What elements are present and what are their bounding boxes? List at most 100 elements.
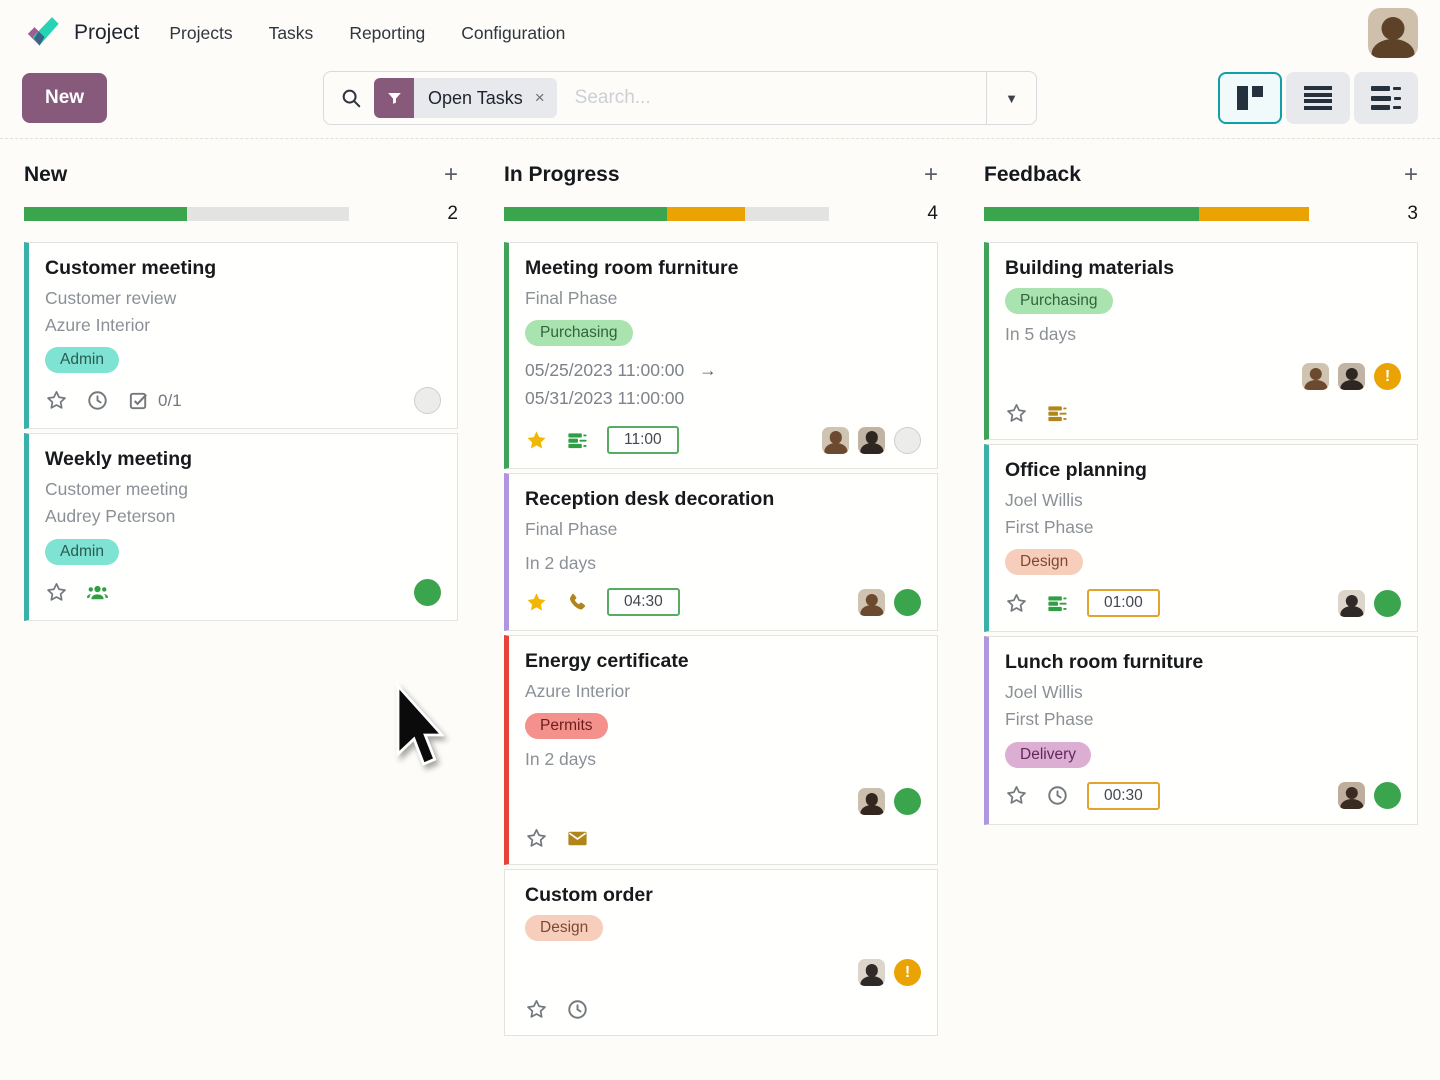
column-progress-row: 4 <box>504 203 938 225</box>
column-progressbar[interactable] <box>504 207 829 221</box>
tag-list: Admin <box>45 347 441 374</box>
group-icon[interactable] <box>86 581 109 604</box>
card-footer-right <box>414 578 441 606</box>
timer-badge[interactable]: 00:30 <box>1087 781 1160 810</box>
timesheet-icon[interactable] <box>566 429 589 452</box>
clock-icon[interactable] <box>86 389 109 412</box>
nav-item-tasks[interactable]: Tasks <box>268 22 314 43</box>
view-activity-button[interactable] <box>1354 72 1418 124</box>
filter-icon <box>374 78 414 118</box>
timer-badge[interactable]: 11:00 <box>607 426 679 455</box>
progress-segment-green[interactable] <box>504 207 667 221</box>
clock-icon[interactable] <box>566 998 589 1021</box>
column-task-count: 4 <box>927 203 938 224</box>
assignee-avatar-man-beard[interactable] <box>1338 363 1365 390</box>
timer-badge[interactable]: 01:00 <box>1087 589 1160 618</box>
facet-remove-icon[interactable]: × <box>534 88 545 107</box>
facet-label: Open Tasks <box>428 87 523 108</box>
assignee-avatar-man-dark[interactable] <box>1338 782 1365 809</box>
kanban-state-green[interactable] <box>1374 589 1401 617</box>
star-icon[interactable] <box>525 429 548 452</box>
add-task-icon[interactable]: + <box>443 161 458 188</box>
search-bar[interactable]: Open Tasks × Search... ▼ <box>323 71 1037 125</box>
kanban-column-new: New +2 Customer meeting Customer review Azur… <box>24 163 458 621</box>
column-progressbar[interactable] <box>984 207 1309 221</box>
subtask-progress[interactable]: 0/1 <box>127 389 182 412</box>
nav-item-reporting[interactable]: Reporting <box>349 22 426 43</box>
card-footer-right: ! <box>1005 363 1401 390</box>
add-task-icon[interactable]: + <box>1403 161 1418 188</box>
progress-segment-green[interactable] <box>24 207 187 221</box>
kanban-state-warn[interactable]: ! <box>894 959 921 987</box>
progress-segment-gray[interactable] <box>186 207 349 221</box>
card-footer-right: ! <box>525 959 921 987</box>
card-footer-icons: 01:00 <box>1005 589 1160 618</box>
timesheet-icon[interactable] <box>1046 592 1069 615</box>
envelope-icon[interactable] <box>566 827 589 850</box>
progress-segment-gray[interactable] <box>744 207 829 221</box>
column-title: New <box>24 163 68 186</box>
clock-icon[interactable] <box>1046 784 1069 807</box>
assignee-avatar-woman-bun[interactable] <box>858 959 885 987</box>
kanban-state-gray[interactable] <box>414 387 441 415</box>
column-header: Feedback + <box>984 163 1418 187</box>
column-progressbar[interactable] <box>24 207 349 221</box>
card-footer: 04:30 <box>525 588 921 617</box>
assignee-avatar-woman-dark[interactable] <box>858 788 885 816</box>
filter-facet[interactable]: Open Tasks × <box>374 78 557 118</box>
assignee-avatar-man-beard[interactable] <box>858 426 885 454</box>
assignee-avatar-man-long-hair[interactable] <box>858 588 885 616</box>
user-avatar[interactable] <box>1368 8 1418 58</box>
card-title: Custom order <box>525 884 653 907</box>
card-title: Meeting room furniture <box>525 257 739 279</box>
timer-badge[interactable]: 04:30 <box>607 588 680 617</box>
star-icon[interactable] <box>1005 784 1028 807</box>
kanban-state-green[interactable] <box>414 578 441 606</box>
kanban-state-green[interactable] <box>1374 782 1401 809</box>
task-card[interactable]: Building materials Purchasing In 5 days! <box>984 242 1418 440</box>
add-task-icon[interactable]: + <box>923 161 938 188</box>
new-button[interactable]: New <box>22 73 108 123</box>
kanban-state-green[interactable] <box>894 588 921 616</box>
nav-item-configuration[interactable]: Configuration <box>461 22 566 43</box>
task-card[interactable]: Reception desk decoration Final Phase In 2… <box>504 473 938 632</box>
card-list: Building materials Purchasing In 5 days! Of… <box>984 242 1418 825</box>
view-list-button[interactable] <box>1286 72 1350 124</box>
task-card[interactable]: Custom order Design! <box>504 869 938 1037</box>
view-kanban-button[interactable] <box>1218 72 1282 124</box>
progress-segment-green[interactable] <box>984 207 1199 221</box>
tag-list: Delivery <box>1005 741 1401 768</box>
star-icon[interactable] <box>1005 592 1028 615</box>
task-card[interactable]: Weekly meeting Customer meeting Audrey Pet… <box>24 433 458 621</box>
task-card[interactable]: Lunch room furniture Joel Willis First Pha… <box>984 636 1418 825</box>
phone-icon[interactable] <box>566 591 589 614</box>
tag-permits: Permits <box>525 713 608 740</box>
search-input[interactable]: Search... <box>574 87 651 108</box>
task-card[interactable]: Meeting room furniture Final Phase Purchas… <box>504 242 938 470</box>
task-card[interactable]: Customer meeting Customer review Azure Int… <box>24 242 458 430</box>
kanban-state-green[interactable] <box>894 788 921 816</box>
nav-item-projects[interactable]: Projects <box>169 22 233 43</box>
card-subtitle: Customer review <box>45 288 177 308</box>
star-icon[interactable] <box>525 827 548 850</box>
assignee-avatar-man-long-hair[interactable] <box>1302 363 1329 390</box>
assignee-avatar-man-long-hair[interactable] <box>822 426 849 454</box>
task-card[interactable]: Office planning Joel Willis First Phase Des… <box>984 444 1418 633</box>
star-icon[interactable] <box>525 998 548 1021</box>
task-card[interactable]: Energy certificate Azure Interior Permits I… <box>504 635 938 866</box>
card-footer: 00:30 <box>1005 781 1401 810</box>
progress-segment-orange[interactable] <box>666 207 745 221</box>
card-footer: 11:00 <box>525 426 921 455</box>
kanban-state-gray[interactable] <box>894 426 921 454</box>
timesheet-icon[interactable] <box>1046 402 1069 425</box>
progress-segment-orange[interactable] <box>1198 207 1309 221</box>
star-icon[interactable] <box>45 389 68 412</box>
search-dropdown-toggle[interactable]: ▼ <box>986 72 1036 124</box>
kanban-column-in-progress: In Progress +4 Meeting room furniture Final… <box>504 161 938 1037</box>
star-icon[interactable] <box>1005 402 1028 425</box>
assignee-avatar-woman-bun[interactable] <box>1338 589 1365 617</box>
star-icon[interactable] <box>525 591 548 614</box>
kanban-state-warn[interactable]: ! <box>1374 363 1401 390</box>
star-icon[interactable] <box>45 581 68 604</box>
app-logo-icon[interactable] <box>22 13 62 53</box>
